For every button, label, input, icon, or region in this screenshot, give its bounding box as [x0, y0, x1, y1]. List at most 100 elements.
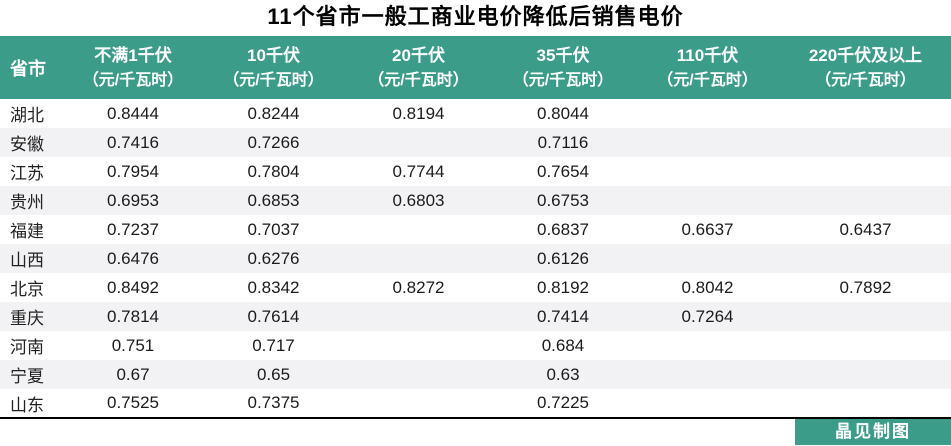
- price-cell: 0.7744: [392, 161, 445, 181]
- price-cell: 0.7266: [247, 132, 300, 152]
- province-cell: 宁夏: [10, 367, 44, 386]
- price-cell: [346, 128, 491, 157]
- price-cell: [780, 244, 951, 273]
- price-cell: [635, 99, 780, 128]
- province-cell: 江苏: [10, 164, 44, 183]
- price-cell: [780, 157, 951, 186]
- price-cell: 0.7954: [107, 161, 159, 181]
- table-row: 江苏 0.7954 0.7804 0.7744 0.7654: [0, 157, 951, 186]
- price-cell: [346, 389, 491, 418]
- price-cell: [780, 99, 951, 128]
- price-cell: 0.6637: [681, 219, 734, 239]
- price-cell: 0.6476: [107, 248, 159, 268]
- price-cell: 0.6276: [247, 248, 300, 268]
- price-cell: 0.7654: [537, 161, 589, 181]
- col-header: 110千伏 （元/千瓦时）: [635, 36, 780, 99]
- price-cell: 0.6126: [537, 248, 589, 268]
- col-header: 不满1千伏 （元/千瓦时）: [65, 36, 201, 99]
- price-cell: [780, 302, 951, 331]
- price-cell: [780, 186, 951, 215]
- table-header: 省市 不满1千伏 （元/千瓦时） 10千伏 （元/千瓦时） 20千伏 （元/千瓦时） 35千伏…: [0, 36, 951, 99]
- price-cell: [346, 215, 491, 244]
- province-cell: 安徽: [10, 135, 44, 154]
- col-header-province: 省市: [0, 36, 65, 99]
- price-cell: 0.717: [252, 335, 295, 355]
- price-cell: 0.7237: [107, 219, 159, 239]
- price-cell: 0.6803: [392, 190, 445, 210]
- price-cell: [780, 128, 951, 157]
- province-cell: 重庆: [10, 309, 44, 328]
- price-cell: 0.6953: [107, 190, 159, 210]
- price-cell: 0.6837: [537, 219, 589, 239]
- table-row: 安徽 0.7416 0.7266 0.7116: [0, 128, 951, 157]
- price-cell: [780, 360, 951, 389]
- price-cell: 0.7264: [681, 306, 734, 326]
- price-cell: [780, 389, 951, 418]
- table-body: 湖北 0.8444 0.8244 0.8194 0.8044 安徽 0.7416 0.7266…: [0, 99, 951, 418]
- price-cell: 0.63: [546, 364, 580, 384]
- province-cell: 北京: [10, 280, 44, 299]
- page-title: 11个省市一般工商业电价降低后销售电价: [267, 4, 684, 29]
- table-row: 北京 0.8492 0.8342 0.8272 0.8192 0.8042 0.7892: [0, 273, 951, 302]
- price-cell: [346, 331, 491, 360]
- price-cell: [635, 186, 780, 215]
- price-cell: [346, 244, 491, 273]
- price-cell: [346, 302, 491, 331]
- col-header: 220千伏及以上 （元/千瓦时）: [780, 36, 951, 99]
- table-header-row: 省市 不满1千伏 （元/千瓦时） 10千伏 （元/千瓦时） 20千伏 （元/千瓦时） 35千伏…: [0, 36, 951, 99]
- table-row: 重庆 0.7814 0.7614 0.7414 0.7264: [0, 302, 951, 331]
- province-cell: 河南: [10, 338, 44, 357]
- table-row: 福建 0.7237 0.7037 0.6837 0.6637 0.6437: [0, 215, 951, 244]
- price-cell: 0.8444: [107, 103, 159, 123]
- price-cell: [635, 244, 780, 273]
- price-cell: 0.65: [256, 364, 291, 384]
- footer: 晶见制图: [0, 419, 951, 445]
- province-cell: 福建: [10, 222, 44, 241]
- price-cell: 0.7416: [107, 132, 159, 152]
- price-cell: 0.684: [541, 335, 585, 355]
- price-cell: 0.8492: [107, 277, 159, 297]
- price-cell: 0.8044: [537, 103, 589, 123]
- price-cell: 0.8244: [247, 103, 300, 123]
- price-cell: 0.8194: [392, 103, 445, 123]
- price-cell: [635, 331, 780, 360]
- price-cell: 0.7375: [247, 393, 300, 412]
- table-row: 贵州 0.6953 0.6853 0.6803 0.6753: [0, 186, 951, 215]
- province-cell: 山西: [10, 251, 44, 270]
- table-row: 山东 0.7525 0.7375 0.7225: [0, 389, 951, 418]
- price-cell: 0.8272: [392, 277, 445, 297]
- province-cell: 湖北: [10, 106, 44, 125]
- col-header: 35千伏 （元/千瓦时）: [491, 36, 635, 99]
- table-row: 山西 0.6476 0.6276 0.6126: [0, 244, 951, 273]
- price-cell: 0.6853: [247, 190, 300, 210]
- price-cell: [635, 360, 780, 389]
- price-cell: [346, 360, 491, 389]
- table-row: 湖北 0.8444 0.8244 0.8194 0.8044: [0, 99, 951, 128]
- price-cell: [635, 389, 780, 418]
- province-cell: 山东: [10, 395, 44, 415]
- table-row: 河南 0.751 0.717 0.684: [0, 331, 951, 360]
- price-cell: 0.7116: [537, 132, 589, 152]
- price-cell: 0.8042: [681, 277, 734, 297]
- price-cell: 0.7037: [247, 219, 300, 239]
- price-cell: 0.7414: [537, 306, 589, 326]
- price-cell: 0.7225: [537, 393, 589, 412]
- price-cell: 0.7814: [107, 306, 159, 326]
- credit-badge: 晶见制图: [795, 419, 951, 445]
- price-cell: 0.8192: [537, 277, 589, 297]
- price-cell: 0.6753: [537, 190, 589, 210]
- electricity-price-table: 省市 不满1千伏 （元/千瓦时） 10千伏 （元/千瓦时） 20千伏 （元/千瓦时） 35千伏…: [0, 36, 951, 419]
- price-cell: [635, 128, 780, 157]
- price-cell: 0.7892: [839, 277, 892, 297]
- table-row: 宁夏 0.67 0.65 0.63: [0, 360, 951, 389]
- col-header: 10千伏 （元/千瓦时）: [201, 36, 346, 99]
- price-cell: 0.6437: [839, 219, 892, 239]
- price-cell: 0.7804: [247, 161, 300, 181]
- province-cell: 贵州: [10, 193, 44, 212]
- price-cell: 0.751: [111, 335, 155, 355]
- price-cell: 0.8342: [247, 277, 300, 297]
- price-cell: [780, 331, 951, 360]
- price-cell: 0.67: [116, 364, 150, 384]
- price-cell: 0.7614: [247, 306, 300, 326]
